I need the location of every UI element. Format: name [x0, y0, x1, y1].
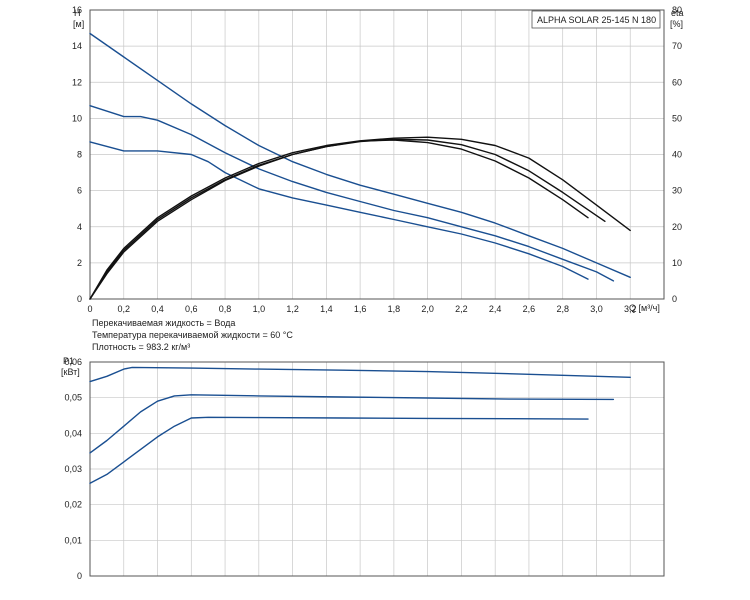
- head-x-tick-label: 0: [87, 304, 92, 314]
- head-y-tick-label: 8: [77, 150, 82, 160]
- head-x-tick-label: 1,4: [320, 304, 333, 314]
- head-x-tick-label: 2,0: [421, 304, 434, 314]
- head-curve: [89, 141, 589, 280]
- power-y-tick-label: 0,04: [64, 428, 82, 438]
- head-x-tick-label: 3,2: [624, 304, 637, 314]
- head-axis-unit: [м]: [73, 19, 84, 29]
- head-axis-label: H: [74, 8, 81, 18]
- model-label-box: [531, 10, 661, 29]
- head-y-tick-label: 16: [72, 5, 82, 15]
- head-x-tick-label: 1,6: [354, 304, 367, 314]
- head-x-tick-label: 2,8: [556, 304, 569, 314]
- efficiency-y-tick-label: 10: [672, 258, 682, 268]
- head-chart-frame: [89, 9, 665, 300]
- efficiency-axis-label: eta: [671, 8, 684, 18]
- power-chart-y-ticks: 0 0,01 0,02 0,03 0,04 0,05 0,06: [64, 357, 82, 581]
- head-y-tick-label: 10: [72, 113, 82, 123]
- power-axis-unit: [кВт]: [61, 367, 80, 377]
- head-chart-y-ticks: 0 2 4 6 8 10 12 14 16: [72, 5, 82, 304]
- head-x-tick-label: 0,8: [219, 304, 232, 314]
- head-efficiency-chart: 0 0,2 0,4 0,6 0,8 1,0 1,2 1,4 1,6 1,8 2,0 2,2 2,4 2,6…: [72, 5, 684, 314]
- efficiency-y-tick-label: 0: [672, 294, 677, 304]
- head-x-tick-label: 0,4: [151, 304, 164, 314]
- head-chart-y2-ticks: 0 10 20 30 40 50 60 70 80: [672, 5, 682, 304]
- head-chart-series: [89, 32, 631, 300]
- efficiency-y-tick-label: 40: [672, 150, 682, 160]
- head-curve: [89, 105, 615, 282]
- efficiency-y-tick-label: 20: [672, 222, 682, 232]
- head-curve: [89, 32, 631, 278]
- efficiency-axis-unit: [%]: [670, 19, 683, 29]
- note-liquid: Перекачиваемая жидкость = Вода: [92, 318, 235, 328]
- power-curve: [89, 416, 589, 484]
- head-y-tick-label: 12: [72, 77, 82, 87]
- power-curve: [89, 366, 631, 383]
- head-x-tick-label: 2,2: [455, 304, 468, 314]
- head-x-tick-label: 0,2: [118, 304, 131, 314]
- head-x-tick-label: 1,2: [286, 304, 299, 314]
- head-y-tick-label: 0: [77, 294, 82, 304]
- power-y-tick-label: 0: [77, 571, 82, 581]
- power-chart-grid: [89, 361, 665, 577]
- head-y-tick-label: 4: [77, 222, 82, 232]
- power-y-tick-label: 0,05: [64, 393, 82, 403]
- note-temperature: Температура перекачиваемой жидкости = 60…: [92, 330, 293, 340]
- note-density: Плотность = 983.2 кг/м³: [92, 342, 190, 352]
- power-y-tick-label: 0,03: [64, 464, 82, 474]
- head-x-tick-label: 1,8: [388, 304, 401, 314]
- power-y-tick-label: 0,02: [64, 500, 82, 510]
- head-x-tick-label: 1,0: [253, 304, 266, 314]
- power-chart: 0 0,01 0,02 0,03 0,04 0,05 0,06 P1 [кВт]: [61, 356, 665, 581]
- efficiency-y-tick-label: 30: [672, 186, 682, 196]
- head-chart-x-ticks: 0 0,2 0,4 0,6 0,8 1,0 1,2 1,4 1,6 1,8 2,0 2,2 2,4 2,6…: [87, 304, 636, 314]
- efficiency-y-tick-label: 60: [672, 77, 682, 87]
- power-y-tick-label: 0,06: [64, 357, 82, 367]
- head-y-tick-label: 6: [77, 186, 82, 196]
- power-y-tick-label: 0,01: [64, 535, 82, 545]
- power-chart-series: [89, 366, 631, 484]
- efficiency-curve: [89, 138, 606, 300]
- power-axis-label: P1: [63, 356, 74, 366]
- model-label: ALPHA SOLAR 25-145 N 180: [537, 15, 656, 25]
- efficiency-curve: [89, 139, 589, 300]
- power-chart-frame: [89, 361, 665, 577]
- head-y-tick-label: 14: [72, 41, 82, 51]
- efficiency-y-tick-label: 70: [672, 41, 682, 51]
- head-x-tick-label: 2,6: [523, 304, 536, 314]
- efficiency-y-tick-label: 80: [672, 5, 682, 15]
- head-x-tick-label: 0,6: [185, 304, 198, 314]
- power-curve: [89, 394, 615, 454]
- head-x-tick-label: 3,0: [590, 304, 603, 314]
- head-x-tick-label: 2,4: [489, 304, 502, 314]
- head-y-tick-label: 2: [77, 258, 82, 268]
- flow-axis-label: Q [м³/ч]: [629, 303, 660, 313]
- efficiency-y-tick-label: 50: [672, 113, 682, 123]
